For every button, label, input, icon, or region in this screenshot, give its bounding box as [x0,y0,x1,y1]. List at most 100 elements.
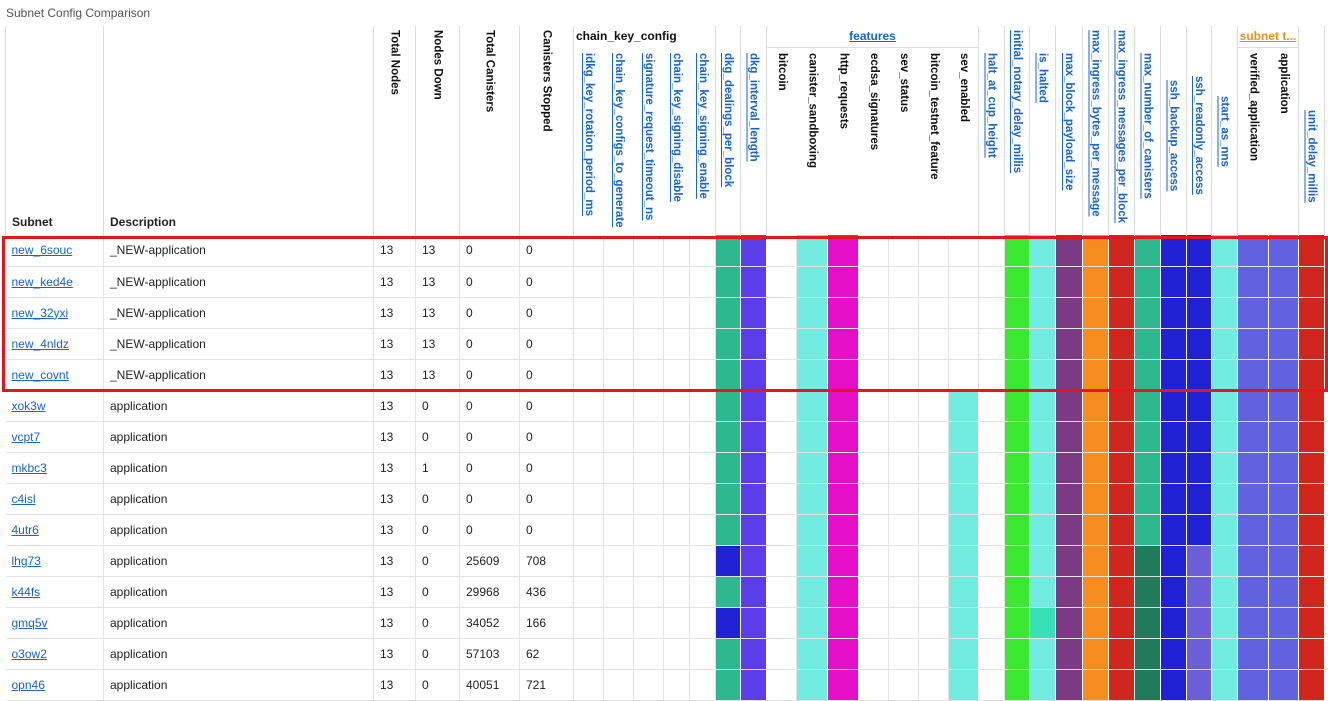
subnet-link-cell[interactable]: gmq5v [5,607,104,639]
header-description[interactable]: Description [103,26,374,235]
config-color-cell [1298,638,1325,670]
subnet-link-cell[interactable]: opn46 [5,669,104,701]
canisters-stopped: 0 [526,243,533,258]
header-max-ingress-bytes[interactable]: max_ingress_bytes_per_message [1082,26,1109,235]
header-initial-notary-delay[interactable]: initial_notary_delay_millis [1004,26,1030,235]
header-max-ingress-messages[interactable]: max_ingress_messages_per_block [1108,26,1135,235]
config-color-cell [766,266,797,298]
subnet-link[interactable]: new_covnt [11,367,69,382]
header-chain-key-signing-enable[interactable]: chain_key_signing_enable [697,53,709,199]
subnet-link[interactable]: o3ow2 [11,646,47,661]
description-cell: application [103,545,374,577]
header-idkg-key-rotation[interactable]: idkg_key_rotation_period_ms [583,53,595,216]
header-dkg-dealings-label: dkg_dealings_per_block [722,53,734,188]
header-dkg-interval[interactable]: dkg_interval_length [740,26,767,235]
header-ssh-backup-access[interactable]: ssh_backup_access [1160,26,1187,235]
header-bitcoin-testnet-feature[interactable]: bitcoin_testnet_feature [928,53,940,180]
subnet-link[interactable]: new_32yxi [11,305,69,320]
header-unit-delay-millis[interactable]: unit_delay_millis [1298,26,1325,235]
config-color-cell [715,607,741,639]
description-cell: _NEW-application [103,297,374,329]
header-sev-enabled[interactable]: sev_enabled [958,53,970,123]
header-application[interactable]: application [1278,53,1290,114]
config-color-cell [1211,483,1238,515]
config-color-cell [1108,514,1135,546]
subnet-link-cell[interactable]: new_ked4e [5,266,104,298]
subnet-link-cell[interactable]: mkbc3 [5,452,104,484]
table-row: xok3w application 13 0 0 0 [5,390,1325,422]
subnet-link-cell[interactable]: new_4nldz [5,328,104,360]
header-chain-key-configs-to-generate[interactable]: chain_key_configs_to_generate [613,53,625,228]
header-is-halted[interactable]: is_halted [1029,26,1056,235]
config-color-cell [858,545,889,577]
header-canisters-stopped[interactable]: Canisters Stopped [519,26,574,235]
nodes-down-cell: 0 [415,607,460,639]
group-features-label[interactable]: features [849,29,896,43]
header-max-number-of-canisters[interactable]: max_number_of_canisters [1134,26,1161,235]
group-subnet-type-label[interactable]: subnet t... [1239,29,1297,43]
config-color-cell [1004,266,1030,298]
header-start-as-nns[interactable]: start_as_nns [1211,26,1238,235]
description: application [110,491,168,506]
config-color-cell [1004,359,1030,391]
config-color-cell [948,266,979,298]
table-row: new_covnt _NEW-application 13 13 0 0 [5,359,1325,391]
subnet-link-cell[interactable]: new_32yxi [5,297,104,329]
config-color-cell [715,390,741,422]
subnet-link[interactable]: xok3w [11,398,46,413]
header-total-nodes[interactable]: Total Nodes [373,26,416,235]
subnet-link-cell[interactable]: new_6souc [5,235,104,267]
subnet-link-cell[interactable]: 4utr6 [5,514,104,546]
config-color-cell [858,638,889,670]
subnet-link[interactable]: c4isl [11,491,36,506]
header-halt-at-cup-height[interactable]: halt_at_cup_height [978,26,1005,235]
header-sev-status[interactable]: sev_status [898,53,910,113]
subnet-link[interactable]: vcpt7 [11,429,41,444]
subnet-link-cell[interactable]: lhg73 [5,545,104,577]
config-color-cell [715,483,741,515]
subnet-link[interactable]: new_ked4e [11,274,73,289]
subnet-link[interactable]: k44fs [11,584,41,599]
header-bitcoin[interactable]: bitcoin [776,53,788,91]
header-signature-request-timeout[interactable]: signature_request_timeout_ns [643,53,655,221]
header-http-requests[interactable]: http_requests [837,53,850,130]
config-color-cell [1298,452,1325,484]
subnet-link[interactable]: opn46 [11,677,45,692]
config-color-cell [1029,266,1056,298]
subnet-link-cell[interactable]: vcpt7 [5,421,104,453]
header-ssh-readonly-access[interactable]: ssh_readonly_access [1186,26,1212,235]
config-color-cell [573,390,604,422]
header-nodes-down[interactable]: Nodes Down [415,26,460,235]
subnet-link[interactable]: new_6souc [11,243,73,258]
header-chain-key-signing-disable[interactable]: chain_key_signing_disable [671,53,683,202]
config-color-cell [978,576,1005,608]
config-color-cell [1108,483,1135,515]
config-color-cell [1029,669,1056,701]
config-color-cell [978,607,1005,639]
subnet-link[interactable]: 4utr6 [11,522,39,537]
config-color-cell [1268,235,1299,267]
subnet-link[interactable]: mkbc3 [11,460,47,475]
config-color-cell [1298,545,1325,577]
header-max-block-payload[interactable]: max_block_payload_size [1055,26,1083,235]
header-dkg-dealings[interactable]: dkg_dealings_per_block [715,26,741,235]
subnet-link-cell[interactable]: k44fs [5,576,104,608]
subnet-link-cell[interactable]: o3ow2 [5,638,104,670]
subnet-link-cell[interactable]: xok3w [5,390,104,422]
config-color-cell [978,328,1005,360]
config-color-cell [918,359,949,391]
subnet-link[interactable]: lhg73 [11,553,41,568]
config-color-cell [1108,390,1135,422]
header-ecdsa-signatures[interactable]: ecdsa_signatures [868,53,880,151]
subnet-link[interactable]: new_4nldz [11,336,69,351]
header-verified-application[interactable]: verified_application [1247,53,1260,162]
config-color-cell [633,483,664,515]
subnet-link-cell[interactable]: new_covnt [5,359,104,391]
header-subnet[interactable]: Subnet [5,26,104,235]
config-color-cell [603,421,634,453]
header-total-canisters[interactable]: Total Canisters [459,26,520,235]
subnet-link-cell[interactable]: c4isl [5,483,104,515]
header-canister-sandboxing[interactable]: canister_sandboxing [806,53,819,169]
subnet-link[interactable]: gmq5v [11,615,48,630]
total-nodes: 13 [380,553,394,568]
